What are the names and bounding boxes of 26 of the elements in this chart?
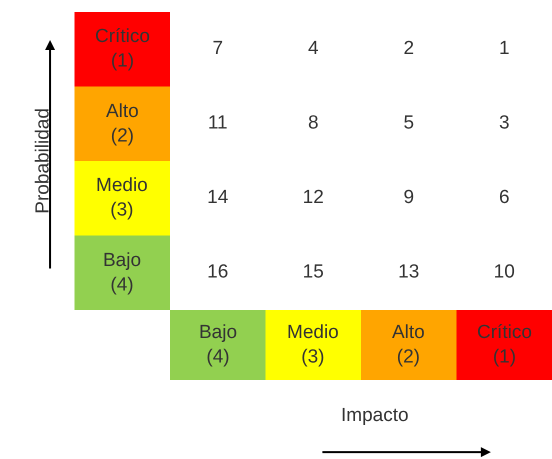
data-label: 15 xyxy=(302,262,324,282)
x-tick-label: Bajo (4) xyxy=(199,322,238,368)
data-label: 5 xyxy=(403,112,414,134)
data-label: 8 xyxy=(308,112,319,134)
x-tick-label: Crítico (1) xyxy=(477,322,532,368)
data-label: 6 xyxy=(498,187,510,208)
data-label: 1 xyxy=(498,38,510,59)
data-label: 11 xyxy=(208,112,228,134)
data-label: 16 xyxy=(207,262,228,282)
y-tick-label: Bajo (4) xyxy=(103,250,142,296)
x-axis-title: Impacto xyxy=(341,405,409,426)
data-label: 10 xyxy=(494,262,515,282)
data-label: 2 xyxy=(403,38,414,59)
y-tick-label: Alto (2) xyxy=(106,101,139,147)
data-label: 12 xyxy=(302,187,324,208)
data-label: 14 xyxy=(207,187,229,208)
x-tick-label: Alto (2) xyxy=(392,322,425,368)
data-label: 7 xyxy=(212,38,224,59)
data-label: 3 xyxy=(498,112,510,134)
data-label: 4 xyxy=(308,38,319,59)
x-tick-label: Medio (3) xyxy=(287,322,339,368)
y-tick-label: Crítico (1) xyxy=(95,26,150,72)
y-axis-title: Probabilidad xyxy=(32,108,54,214)
data-label: 13 xyxy=(398,262,420,282)
y-tick-label: Medio (3) xyxy=(96,175,148,221)
data-label: 9 xyxy=(403,187,414,208)
